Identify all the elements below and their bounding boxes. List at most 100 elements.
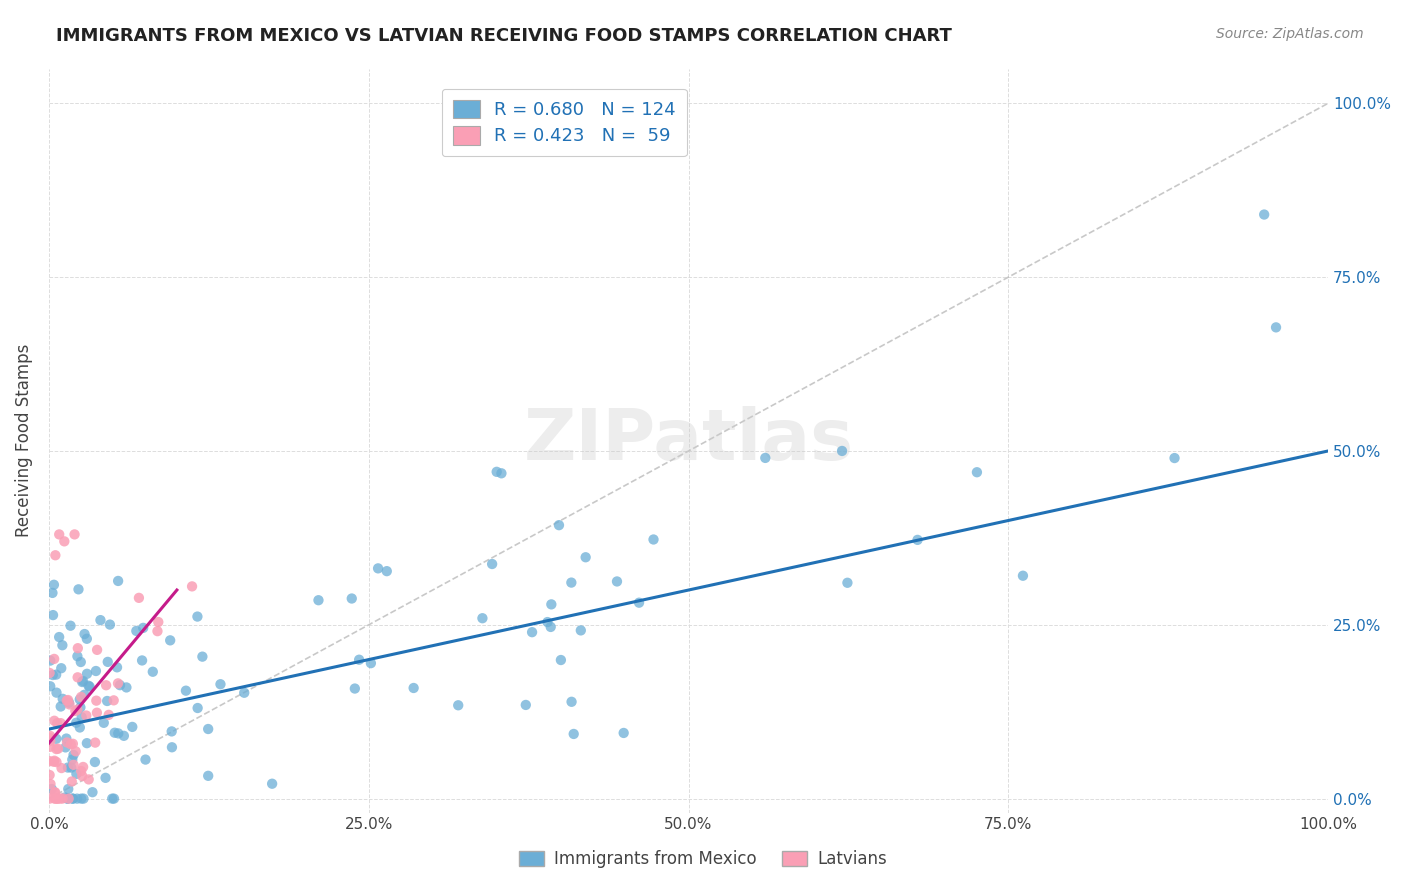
Latvians [44,548,66,562]
Immigrants from Mexico [66,791,89,805]
Immigrants from Mexico [515,698,537,712]
Latvians [66,670,89,684]
Immigrants from Mexico [42,578,65,592]
Latvians [66,641,89,656]
Immigrants from Mexico [45,686,67,700]
Immigrants from Mexico [1012,568,1035,582]
Immigrants from Mexico [548,518,571,533]
Immigrants from Mexico [41,586,63,600]
Latvians [107,676,129,690]
Immigrants from Mexico [197,769,219,783]
Immigrants from Mexico [60,753,83,767]
Latvians [45,791,67,805]
Immigrants from Mexico [367,561,389,575]
Immigrants from Mexico [98,617,121,632]
Latvians [46,791,69,805]
Immigrants from Mexico [97,655,120,669]
Immigrants from Mexico [569,624,592,638]
Immigrants from Mexico [347,653,370,667]
Immigrants from Mexico [53,790,76,805]
Immigrants from Mexico [628,596,651,610]
Latvians [148,615,170,629]
Immigrants from Mexico [613,726,636,740]
Immigrants from Mexico [550,653,572,667]
Immigrants from Mexico [76,666,98,681]
Immigrants from Mexico [73,688,96,702]
Latvians [63,527,86,541]
Immigrants from Mexico [103,791,125,805]
Immigrants from Mexico [160,740,183,755]
Text: ZIPatlas: ZIPatlas [523,406,853,475]
Latvians [58,791,80,805]
Immigrants from Mexico [187,701,209,715]
Immigrants from Mexico [108,678,131,692]
Immigrants from Mexico [575,550,598,565]
Latvians [39,734,62,748]
Immigrants from Mexico [41,782,63,797]
Immigrants from Mexico [70,675,93,690]
Latvians [94,678,117,692]
Immigrants from Mexico [191,649,214,664]
Immigrants from Mexico [79,680,101,694]
Immigrants from Mexico [69,721,91,735]
Immigrants from Mexico [160,724,183,739]
Latvians [103,693,125,707]
Latvians [38,731,60,745]
Immigrants from Mexico [375,564,398,578]
Immigrants from Mexico [481,557,503,571]
Immigrants from Mexico [84,755,107,769]
Immigrants from Mexico [72,791,94,805]
Latvians [128,591,150,605]
Latvians [70,690,93,704]
Immigrants from Mexico [70,791,93,805]
Latvians [70,764,93,778]
Text: Source: ZipAtlas.com: Source: ZipAtlas.com [1216,27,1364,41]
Immigrants from Mexico [308,593,330,607]
Immigrants from Mexico [76,736,98,750]
Latvians [86,693,108,707]
Latvians [38,768,60,782]
Latvians [59,737,82,751]
Latvians [65,744,87,758]
Latvians [66,703,89,717]
Immigrants from Mexico [402,681,425,695]
Immigrants from Mexico [62,747,84,762]
Immigrants from Mexico [174,683,197,698]
Immigrants from Mexico [42,608,65,623]
Latvians [45,742,67,756]
Immigrants from Mexico [84,664,107,678]
Immigrants from Mexico [104,725,127,739]
Immigrants from Mexico [58,696,80,710]
Immigrants from Mexico [65,715,87,730]
Immigrants from Mexico [76,632,98,646]
Latvians [38,791,60,805]
Immigrants from Mexico [55,740,77,755]
Latvians [48,527,70,541]
Latvians [44,785,66,799]
Immigrants from Mexico [491,467,513,481]
Latvians [146,624,169,639]
Latvians [97,707,120,722]
Immigrants from Mexico [343,681,366,696]
Immigrants from Mexico [125,624,148,638]
Immigrants from Mexico [58,782,80,797]
Immigrants from Mexico [606,574,628,589]
Immigrants from Mexico [56,791,79,805]
Latvians [49,791,72,805]
Immigrants from Mexico [69,700,91,714]
Immigrants from Mexico [70,710,93,724]
Latvians [86,643,108,657]
Immigrants from Mexico [562,727,585,741]
Latvians [62,757,84,772]
Immigrants from Mexico [837,575,859,590]
Immigrants from Mexico [56,791,79,805]
Immigrants from Mexico [77,679,100,693]
Immigrants from Mexico [48,630,70,644]
Latvians [49,716,72,731]
Immigrants from Mexico [69,692,91,706]
Immigrants from Mexico [121,720,143,734]
Immigrants from Mexico [101,791,124,805]
Immigrants from Mexico [39,679,62,693]
Latvians [56,693,79,707]
Immigrants from Mexico [560,575,582,590]
